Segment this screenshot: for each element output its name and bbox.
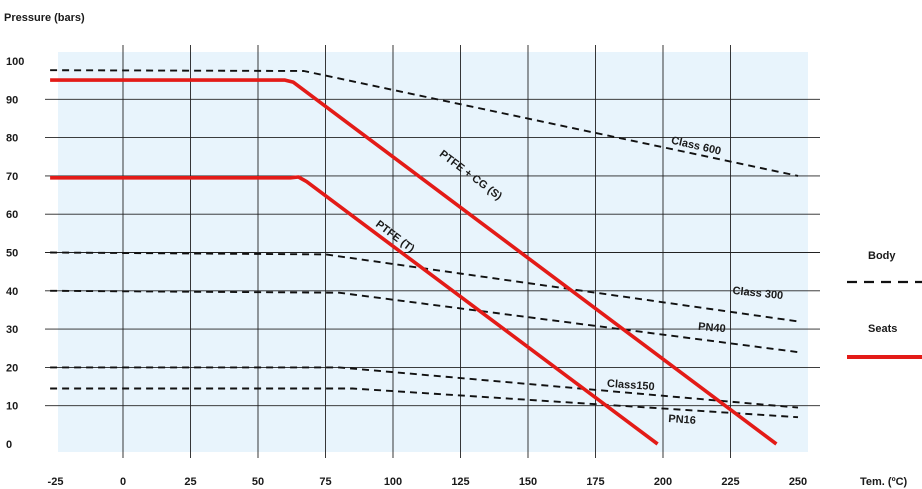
seats-series-group bbox=[50, 78, 778, 446]
x-tick-250: 250 bbox=[789, 476, 807, 488]
series-line-class-600 bbox=[50, 69, 799, 177]
x-tick-0: 0 bbox=[120, 476, 126, 488]
series-label-pn16: PN16 bbox=[668, 413, 696, 427]
grid bbox=[45, 45, 820, 458]
series-line-ptfe-cg-s bbox=[50, 78, 778, 446]
y-tick-60: 60 bbox=[6, 209, 18, 221]
series-line-pn16 bbox=[50, 387, 799, 419]
series-line-class150 bbox=[50, 366, 799, 409]
y-axis-title: Pressure (bars) bbox=[4, 12, 85, 24]
series-label-class-300: Class 300 bbox=[732, 285, 784, 302]
series-label-class150: Class150 bbox=[607, 378, 655, 393]
x-tick--25: -25 bbox=[48, 476, 64, 488]
x-tick-50: 50 bbox=[252, 476, 264, 488]
x-tick-225: 225 bbox=[721, 476, 739, 488]
series-line-class-300 bbox=[50, 251, 799, 323]
y-tick-90: 90 bbox=[6, 94, 18, 106]
y-tick-70: 70 bbox=[6, 171, 18, 183]
x-tick-125: 125 bbox=[451, 476, 469, 488]
body-series-group bbox=[50, 69, 799, 419]
series-label-pn40: PN40 bbox=[698, 321, 726, 335]
x-tick-75: 75 bbox=[319, 476, 331, 488]
legend: Body Seats bbox=[847, 250, 922, 359]
x-tick-25: 25 bbox=[184, 476, 196, 488]
y-tick-0: 0 bbox=[6, 439, 12, 451]
y-tick-80: 80 bbox=[6, 133, 18, 145]
legend-seats-label: Seats bbox=[868, 323, 897, 335]
x-axis-title: Tem. (ºC) bbox=[860, 476, 908, 488]
x-tick-labels: -25 0 25 50 75 100 125 150 175 200 225 250 bbox=[48, 476, 808, 488]
x-tick-175: 175 bbox=[586, 476, 604, 488]
x-tick-150: 150 bbox=[519, 476, 537, 488]
x-tick-200: 200 bbox=[654, 476, 672, 488]
x-tick-100: 100 bbox=[384, 476, 402, 488]
series-line-ptfe-t bbox=[50, 175, 659, 446]
y-tick-20: 20 bbox=[6, 362, 18, 374]
y-tick-30: 30 bbox=[6, 324, 18, 336]
series-line-pn40 bbox=[50, 289, 799, 354]
y-tick-50: 50 bbox=[6, 248, 18, 260]
legend-body-label: Body bbox=[868, 250, 896, 262]
y-tick-40: 40 bbox=[6, 286, 18, 298]
y-tick-10: 10 bbox=[6, 401, 18, 413]
y-tick-100: 100 bbox=[6, 56, 24, 68]
y-tick-labels: 0 10 20 30 40 50 60 70 80 90 100 bbox=[6, 56, 24, 451]
plot-area bbox=[58, 52, 808, 452]
